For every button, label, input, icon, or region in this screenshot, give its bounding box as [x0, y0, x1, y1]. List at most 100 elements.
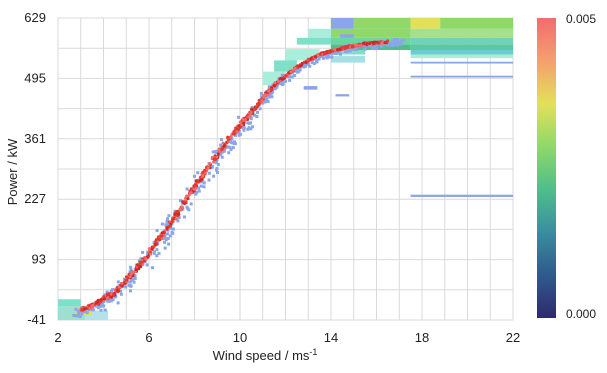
scatter-point: [171, 231, 175, 235]
scatter-point: [239, 132, 242, 136]
scatter-point: [394, 41, 398, 45]
scatter-point: [308, 64, 312, 68]
density-core-point: [381, 40, 385, 44]
density-cell: [410, 61, 513, 64]
scatter-point: [265, 98, 269, 102]
scatter-point: [167, 214, 171, 218]
scatter-point: [287, 75, 291, 79]
scatter-point: [167, 242, 171, 246]
density-core-point: [368, 42, 371, 46]
scatter-point: [111, 298, 115, 302]
density-core-point: [227, 140, 231, 144]
scatter-point: [391, 43, 394, 47]
scatter-point: [182, 215, 186, 219]
scatter-point: [187, 208, 191, 212]
density-cell: [410, 75, 513, 78]
density-core-point: [194, 179, 198, 183]
scatter-point: [228, 146, 232, 149]
density-core-point: [256, 102, 260, 106]
scatter-point: [222, 149, 226, 153]
scatter-point: [207, 178, 211, 182]
scatter-point: [133, 274, 137, 278]
density-core-point: [208, 161, 212, 165]
scatter-point: [99, 308, 103, 312]
density-core-point: [184, 196, 187, 200]
scatter-point: [176, 219, 180, 223]
density-core: [79, 39, 390, 313]
density-core-point: [216, 152, 220, 156]
colorbar-min-label: 0.000: [566, 307, 596, 321]
density-core-point: [206, 166, 210, 169]
scatter-point: [393, 38, 397, 42]
scatter-point: [109, 289, 113, 293]
scatter-point: [212, 174, 216, 178]
density-core-point: [316, 53, 320, 57]
density-core-point: [351, 44, 355, 48]
scatter-point: [293, 74, 297, 78]
density-core-point: [131, 270, 135, 274]
density-cell: [410, 28, 513, 38]
scatter-point: [145, 263, 149, 267]
scatter-point: [398, 40, 402, 44]
density-core-point: [269, 87, 273, 91]
x-tick-label: 18: [415, 330, 429, 345]
scatter-point: [128, 284, 132, 288]
density-core-point: [129, 273, 133, 276]
scatter-point: [207, 171, 211, 175]
scatter-point: [371, 47, 375, 50]
density-core-point: [115, 289, 119, 292]
scatter-point: [218, 152, 222, 156]
density-core-point: [144, 257, 148, 261]
scatter-point: [402, 38, 406, 42]
scatter-point: [166, 217, 169, 221]
scatter-point: [215, 167, 219, 170]
scatter-point: [197, 186, 200, 190]
scatter-point: [199, 184, 203, 188]
density-core-point: [313, 55, 317, 59]
scatter-point: [151, 266, 154, 270]
scatter-point: [249, 117, 253, 121]
scatter-point: [155, 229, 159, 233]
scatter-point: [280, 81, 284, 85]
scatter-point: [202, 181, 206, 185]
scatter-point: [193, 191, 197, 194]
scatter-point: [247, 126, 251, 130]
scatter-point: [124, 285, 128, 289]
density-core-point: [154, 238, 158, 242]
scatter-point: [95, 304, 98, 308]
scatter-point: [301, 65, 305, 68]
scatter-point: [211, 150, 215, 154]
density-core-point: [371, 41, 375, 45]
density-core-point: [304, 61, 308, 65]
scatter-point: [279, 81, 283, 85]
density-cell: [340, 34, 354, 38]
scatter-point: [189, 202, 193, 206]
scatter-point: [275, 83, 279, 87]
scatter-point: [155, 248, 159, 252]
density-cell: [353, 18, 411, 29]
density-core-point: [140, 260, 144, 264]
scatter-point: [284, 79, 288, 83]
y-tick-label: 629: [24, 10, 46, 25]
scatter-point: [346, 43, 350, 47]
density-cell: [274, 60, 297, 72]
scatter-point: [107, 299, 111, 303]
scatter-point: [237, 131, 241, 134]
density-core-point: [106, 296, 110, 300]
scatter-point: [165, 220, 169, 223]
density-core-point: [343, 46, 347, 50]
density-core-point: [184, 194, 188, 198]
scatter-point: [227, 151, 231, 155]
scatter-point: [232, 142, 236, 145]
scatter-point: [267, 85, 271, 89]
scatter-point: [304, 62, 308, 66]
scatter-point: [168, 234, 172, 238]
density-core-point: [280, 77, 284, 81]
density-cell: [308, 28, 331, 38]
scatter-point: [111, 288, 115, 292]
density-core-point: [150, 247, 154, 251]
scatter-point: [177, 216, 181, 220]
scatter-point: [322, 56, 325, 60]
scatter-point: [298, 68, 302, 72]
density-core-point: [254, 105, 258, 109]
